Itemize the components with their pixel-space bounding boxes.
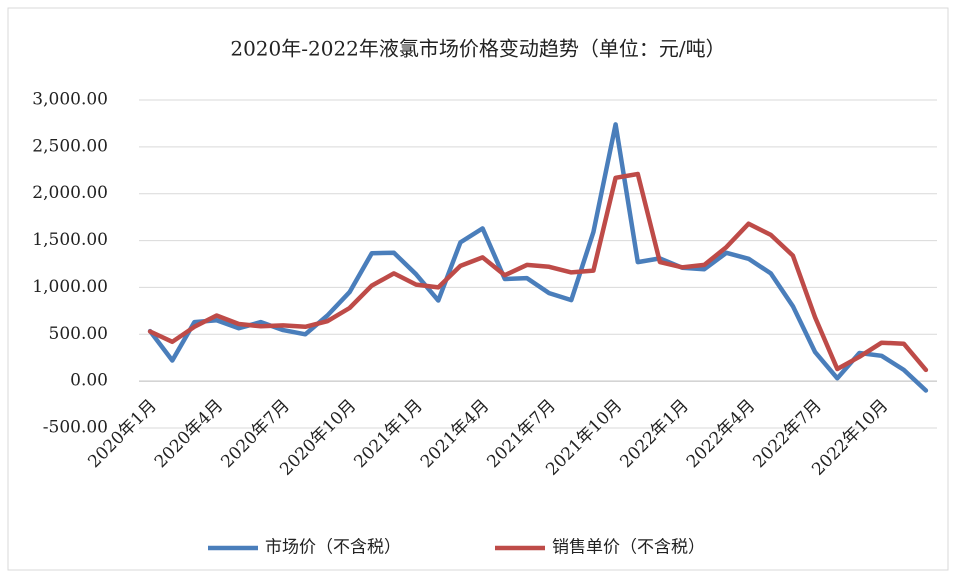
legend-label: 销售单价（不含税） [552,538,705,558]
chart-title: 2020年-2022年液氯市场价格变动趋势（单位：元/吨） [230,37,725,61]
y-tick-label: 2,000.00 [32,183,108,203]
y-tick-label: 500.00 [49,324,108,344]
line-series [147,171,929,373]
legend-label: 市场价（不含税） [265,538,401,558]
y-tick-label: -500.00 [43,418,108,438]
line-series [147,122,929,393]
y-tick-label: 2,500.00 [32,136,108,156]
chart-frame [7,7,949,571]
y-tick-label: 0.00 [70,371,108,391]
y-tick-label: 1,500.00 [32,230,108,250]
y-tick-label: 3,000.00 [32,90,108,110]
y-tick-label: 1,000.00 [32,277,108,297]
